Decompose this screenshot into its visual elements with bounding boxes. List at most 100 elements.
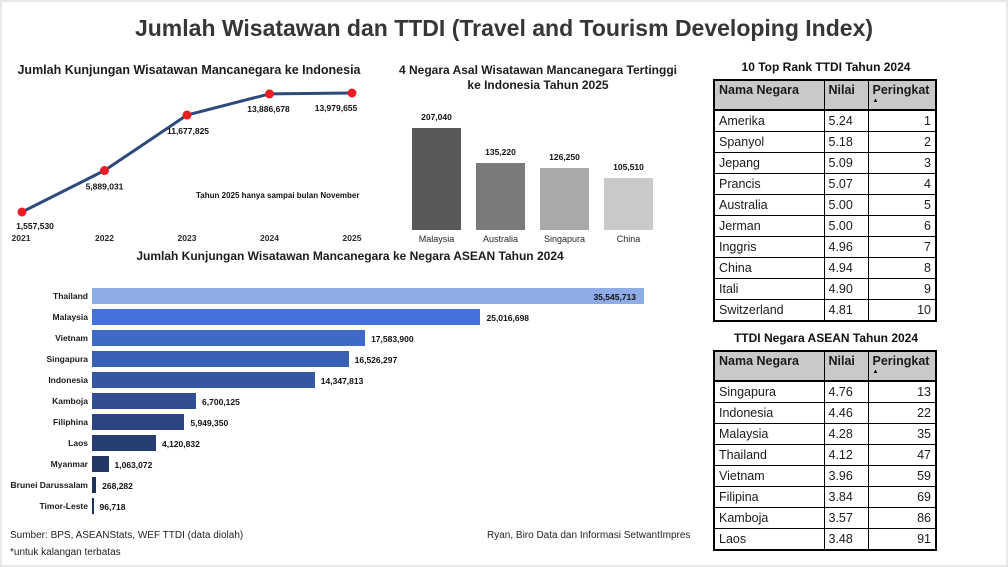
table-row: Amerika 5.24 1 (713, 109, 937, 132)
hbar-singapura (92, 351, 349, 367)
table-row: Switzerland 4.81 10 (713, 299, 937, 322)
country-cell: Malaysia (713, 423, 825, 445)
hbar-value-malaysia: 25,016,698 (486, 312, 530, 323)
col-header-label: Peringkat (872, 83, 930, 97)
country-cell: Kamboja (713, 507, 825, 529)
hbar-thailand (92, 288, 644, 304)
score-cell: 5.07 (823, 173, 869, 195)
country-cell: Thailand (713, 444, 825, 466)
table-row: Inggris 4.96 7 (713, 236, 937, 258)
rank-cell: 91 (867, 528, 937, 551)
country-cell: Jerman (713, 215, 825, 237)
hbar-category-filiphina: Filiphina (53, 417, 88, 427)
data-label-2023: 11,677,825 (167, 126, 209, 136)
bar-category-singapura: Singapura (543, 234, 586, 244)
table-row: Prancis 5.07 4 (713, 173, 937, 195)
ttdi-top10-section: 10 Top Rank TTDI Tahun 2024 Nama Negara N… (713, 60, 939, 322)
rank-cell: 8 (867, 257, 937, 279)
x-tick-2023: 2023 (178, 233, 197, 243)
hbar-value-singapura: 16,526,297 (354, 354, 398, 365)
score-cell: 3.84 (823, 486, 869, 508)
hbar-category-singapura: Singapura (46, 354, 88, 364)
table-row: Laos 3.48 91 (713, 528, 937, 551)
table-header-row: Nama Negara Nilai Peringkat ▲ (713, 350, 937, 382)
hbar-filiphina (92, 414, 185, 430)
country-cell: Itali (713, 278, 825, 300)
rank-cell: 3 (867, 152, 937, 174)
country-cell: Vietnam (713, 465, 825, 487)
rank-cell: 10 (867, 299, 937, 322)
score-cell: 5.09 (823, 152, 869, 174)
sort-ascending-icon[interactable]: ▲ (872, 369, 879, 375)
data-label-2022: 5,889,031 (86, 182, 124, 192)
page-title: Jumlah Wisatawan dan TTDI (Travel and To… (134, 15, 874, 41)
table-header-row: Nama Negara Nilai Peringkat ▲ (713, 79, 937, 111)
country-cell: Switzerland (713, 299, 825, 322)
col-header-nilai: Nilai (823, 350, 869, 382)
score-cell: 4.76 (823, 380, 869, 403)
rank-cell: 4 (867, 173, 937, 195)
hbar-value-timor-leste: 96,718 (99, 501, 126, 512)
score-cell: 3.57 (823, 507, 869, 529)
ttdi-top10-title: 10 Top Rank TTDI Tahun 2024 (741, 60, 911, 74)
hbar-value-brunei-darussalam: 268,282 (102, 480, 133, 491)
score-cell: 4.28 (823, 423, 869, 445)
score-cell: 4.96 (823, 236, 869, 258)
hbar-category-kamboja: Kamboja (52, 396, 88, 406)
col-header-nilai: Nilai (823, 79, 869, 111)
score-cell: 4.81 (823, 299, 869, 322)
score-cell: 5.18 (823, 131, 869, 153)
country-cell: Inggris (713, 236, 825, 258)
data-point-2022 (100, 166, 109, 176)
col-header-label: Peringkat (872, 354, 930, 368)
col-header-peringkat[interactable]: Peringkat ▲ (867, 350, 937, 382)
hbar-category-timor-leste: Timor-Leste (39, 501, 89, 511)
rank-cell: 6 (867, 215, 937, 237)
score-cell: 4.94 (823, 257, 869, 279)
country-cell: Spanyol (713, 131, 825, 153)
origin-bar-chart-title-line1: 4 Negara Asal Wisatawan Mancanegara Tert… (399, 63, 677, 77)
country-cell: China (713, 257, 825, 279)
country-cell: Prancis (713, 173, 825, 195)
ttdi-asean-title: TTDI Negara ASEAN Tahun 2024 (733, 331, 919, 345)
col-header-peringkat[interactable]: Peringkat ▲ (867, 79, 937, 111)
sort-ascending-icon[interactable]: ▲ (872, 98, 879, 104)
data-label-2024: 13,886,678 (247, 104, 290, 114)
author-credit: Ryan, Biro Data dan Informasi SetwantImp… (487, 530, 691, 541)
table-row: Kamboja 3.57 86 (713, 507, 937, 529)
table-row: Thailand 4.12 47 (713, 444, 937, 466)
col-header-label: Nilai (828, 83, 855, 97)
hbar-category-myanmar: Myanmar (50, 459, 88, 469)
data-label-2025: 13,979,655 (315, 103, 358, 113)
rank-cell: 5 (867, 194, 937, 216)
score-cell: 5.00 (823, 215, 869, 237)
asean-bar-chart-title: Jumlah Kunjungan Wisatawan Mancanegara k… (136, 249, 564, 263)
table-row: Itali 4.90 9 (713, 278, 937, 300)
hbar-value-vietnam: 17,583,900 (371, 333, 414, 344)
score-cell: 4.12 (823, 444, 869, 466)
rank-cell: 69 (867, 486, 937, 508)
score-cell: 4.46 (823, 402, 869, 424)
data-point-2023 (182, 110, 192, 120)
table-row: Filipina 3.84 69 (713, 486, 937, 508)
rank-cell: 9 (867, 278, 937, 300)
bar-value-singapura: 126,250 (549, 151, 580, 162)
bar-malaysia (412, 128, 461, 230)
bar-australia (476, 163, 525, 230)
origin-bar-chart-title: 4 Negara Asal Wisatawan Mancanegara Tert… (385, 63, 691, 93)
table-row: Jepang 5.09 3 (713, 152, 937, 174)
hbar-category-thailand: Thailand (53, 291, 88, 301)
score-cell: 5.24 (823, 109, 869, 132)
hbar-indonesia (92, 372, 315, 388)
col-header-label: Nama Negara (719, 83, 799, 97)
table-row: Spanyol 5.18 2 (713, 131, 937, 153)
x-tick-2022: 2022 (95, 233, 114, 243)
hbar-brunei-darussalam (92, 477, 97, 493)
rank-cell: 1 (867, 109, 937, 132)
hbar-category-laos: Laos (68, 438, 88, 448)
hbar-value-laos: 4,120,832 (161, 438, 200, 449)
score-cell: 3.96 (823, 465, 869, 487)
hbar-timor-leste (92, 498, 94, 514)
bar-value-australia: 135,220 (485, 147, 516, 158)
rank-cell: 7 (867, 236, 937, 258)
